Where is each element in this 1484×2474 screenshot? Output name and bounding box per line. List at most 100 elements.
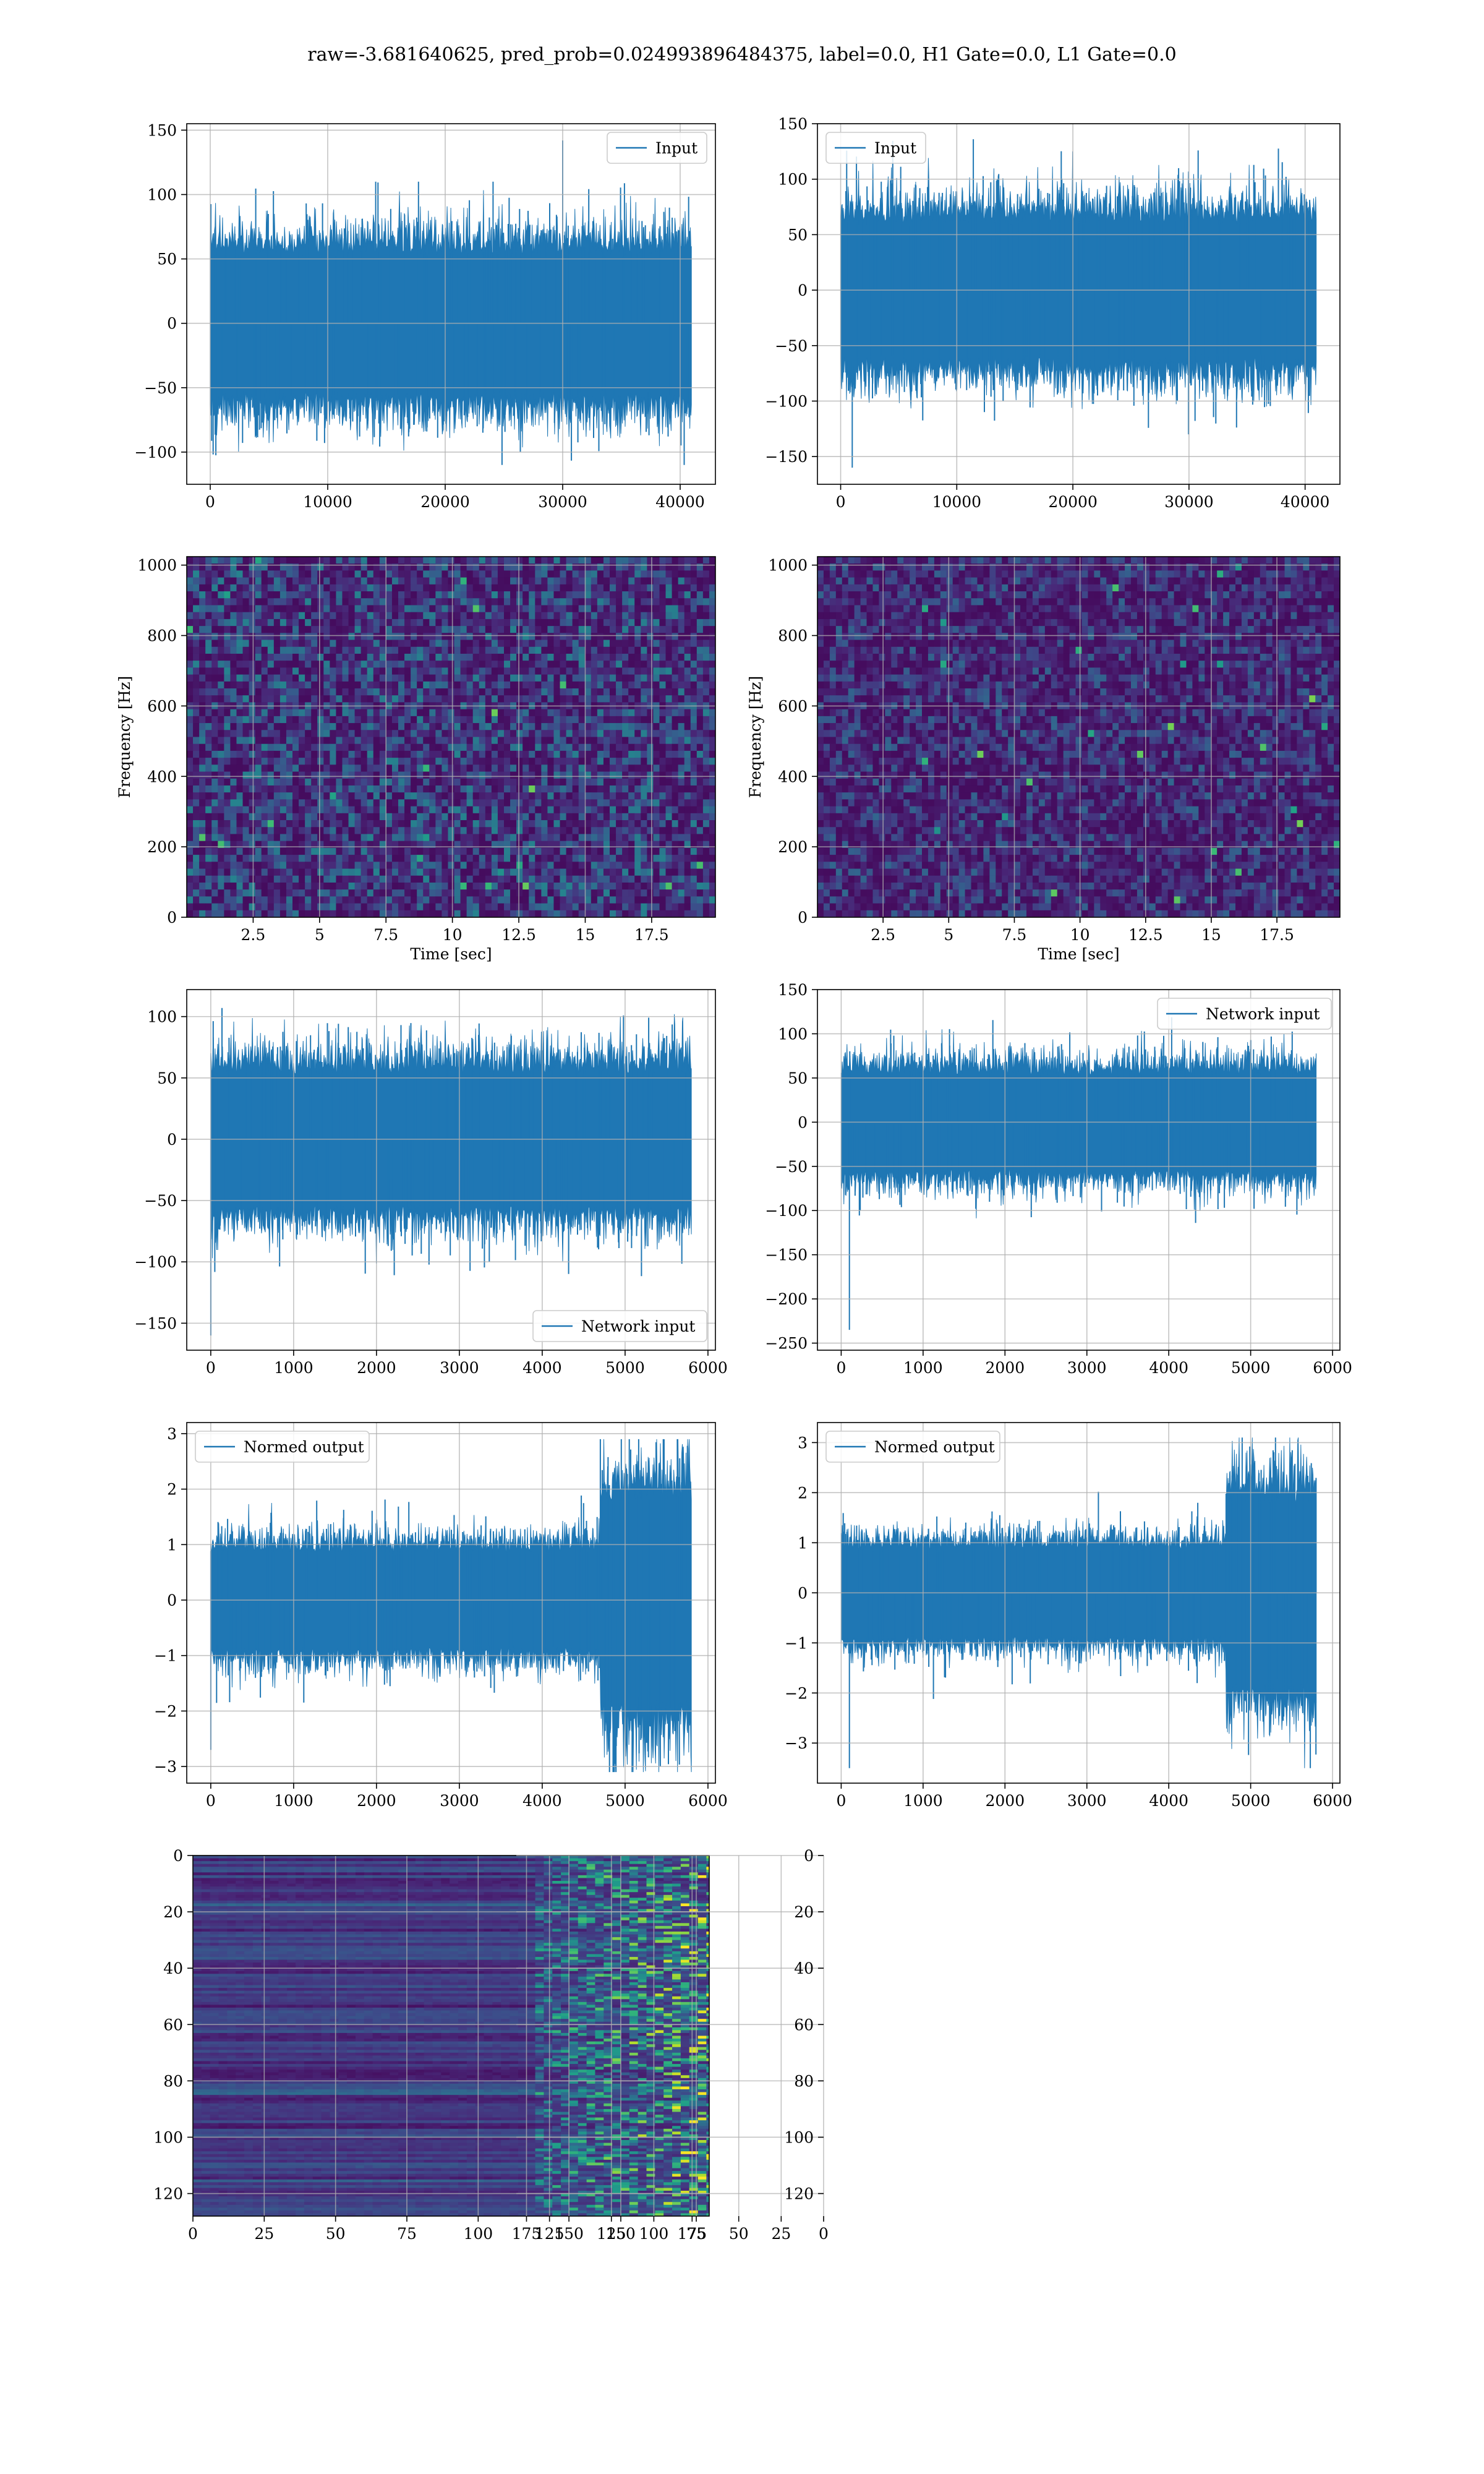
heatmap-cell [367,903,374,911]
heatmap-cell [342,563,349,571]
heatmap-cell [1272,570,1279,578]
heatmap-cell [460,820,467,828]
heatmap-cell [218,584,224,592]
heatmap-cell [479,827,486,835]
heatmap-cell [529,695,535,703]
heatmap-cell [647,695,654,703]
heatmap-cell [510,633,517,641]
heatmap-cell [236,834,244,842]
heatmap-cell [286,882,293,890]
heatmap-cell [529,653,535,661]
heatmap-cell [236,618,244,627]
heatmap-cell [379,862,386,870]
heatmap-cell [641,889,647,897]
heatmap-cell [354,646,362,654]
heatmap-cell [299,695,305,703]
heatmap-cell [522,584,529,592]
heatmap-cell [610,827,616,835]
heatmap-cell [572,792,579,800]
heatmap-cell [417,834,424,842]
heatmap-cell [628,778,635,786]
heatmap-cell [1155,563,1162,571]
heatmap-cell [411,716,417,724]
heatmap-cell [485,577,492,585]
heatmap-cell [522,868,529,876]
heatmap-cell [566,584,573,592]
heatmap-cell [578,557,586,564]
heatmap-cell [373,584,380,592]
heatmap-cell [454,827,461,835]
heatmap-cell [398,598,405,606]
heatmap-cell [560,626,567,633]
heatmap-cell [641,598,647,606]
heatmap-cell [211,584,218,592]
heatmap-cell [591,875,598,883]
heatmap-cell [510,758,517,765]
heatmap-cell [553,758,561,765]
heatmap-cell [336,591,343,599]
heatmap-cell [529,661,535,668]
heatmap-cell [199,855,206,862]
heatmap-cell [479,584,486,592]
heatmap-cell [224,910,231,917]
heatmap-cell [354,764,362,773]
heatmap-cell [510,598,517,606]
heatmap-cell [665,674,673,682]
heatmap-cell [255,730,262,738]
heatmap-cell [541,667,548,675]
heatmap-cell [1106,570,1113,578]
heatmap-cell [317,716,324,724]
heatmap-cell [672,626,679,633]
heatmap-cell [516,778,523,786]
heatmap-cell [529,598,535,606]
heatmap-cell [417,612,424,620]
heatmap-cell [391,661,399,668]
heatmap-cell [1284,570,1292,578]
heatmap-cell [205,557,212,564]
heatmap-cell [485,591,492,599]
heatmap-cell [610,646,616,654]
heatmap-cell [491,855,498,862]
heatmap-cell [541,813,548,821]
heatmap-cell [1149,563,1156,571]
heatmap-cell [479,681,486,689]
heatmap-cell [423,681,430,689]
heatmap-cell [404,730,411,738]
heatmap-cell [411,618,417,627]
heatmap-cell [516,584,523,592]
heatmap-cell [454,695,461,703]
y-tick-label: 800 [147,627,177,645]
heatmap-cell [491,792,498,800]
heatmap-cell [330,771,337,779]
heatmap-cell [317,758,324,765]
heatmap-cell [211,598,218,606]
heatmap-cell [336,820,343,828]
heatmap-cell [684,806,691,814]
heatmap-cell [441,626,449,633]
heatmap-cell [367,661,374,668]
heatmap-cell [273,570,281,578]
heatmap-cell [1272,563,1279,571]
heatmap-cell [205,723,212,730]
heatmap-cell [485,820,492,828]
heatmap-cell [491,758,498,765]
heatmap-cell [311,827,318,835]
heatmap-cell [417,868,424,876]
heatmap-cell [547,681,555,689]
heatmap-cell [448,612,455,620]
heatmap-cell [435,882,443,890]
heatmap-cell [491,605,498,613]
heatmap-cell [273,841,281,849]
heatmap-cell [922,557,929,564]
heatmap-cell [547,716,555,724]
heatmap-cell [665,764,673,773]
heatmap-cell [317,626,324,633]
heatmap-cell [279,591,287,599]
heatmap-cell [211,640,218,648]
heatmap-cell [696,820,704,828]
heatmap-cell [429,737,436,745]
heatmap-cell [286,605,293,613]
heatmap-cell [261,646,268,654]
heatmap-cell [535,688,542,696]
heatmap-cell [472,640,480,648]
